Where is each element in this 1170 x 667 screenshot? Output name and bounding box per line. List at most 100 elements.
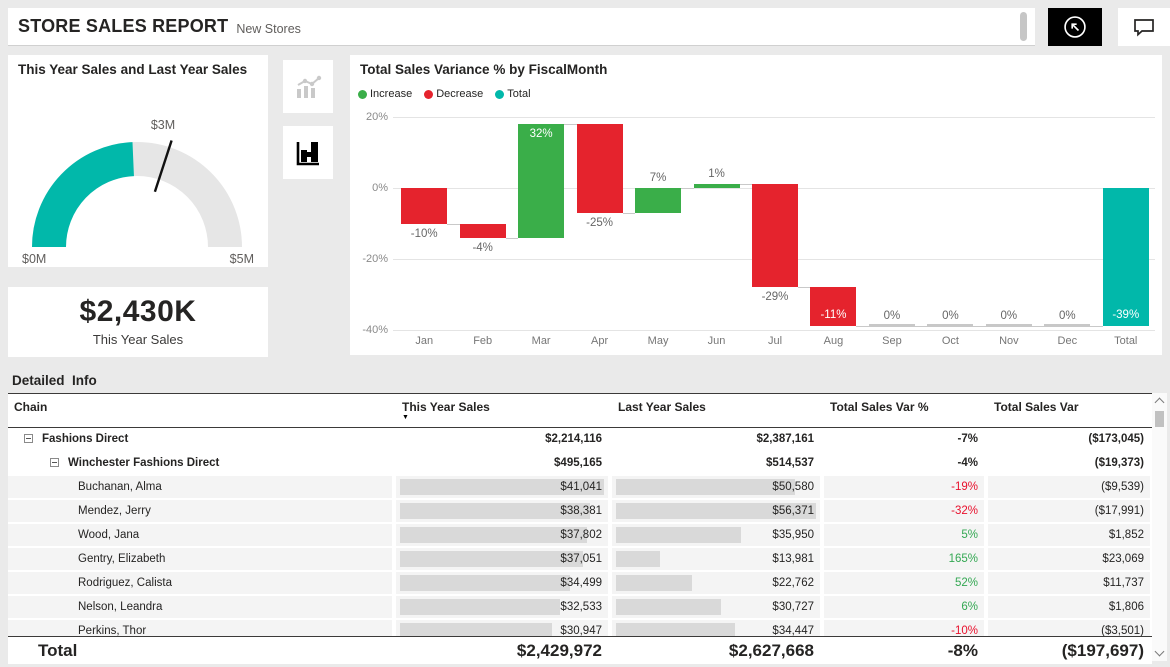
waterfall-data-label: 0% bbox=[883, 310, 901, 323]
x-axis-tick: Feb bbox=[473, 335, 493, 347]
row-name: Nelson, Leandra bbox=[78, 601, 163, 613]
cell-value: $34,499 bbox=[560, 577, 602, 589]
x-axis-tick: Oct bbox=[941, 335, 959, 347]
column-header-this-year-sales[interactable]: This Year Sales ▼ bbox=[396, 394, 608, 427]
toggle-combo-chart[interactable] bbox=[283, 60, 333, 113]
scrollbar-thumb[interactable] bbox=[1155, 411, 1164, 427]
waterfall-plot: 20% 0% -20% -40% Jan Feb Mar Apr May Jun Jul Aug Sep… bbox=[350, 55, 1162, 355]
data-bar bbox=[400, 527, 588, 543]
column-header-chain[interactable]: Chain bbox=[8, 394, 392, 427]
table-row[interactable]: Buchanan, Alma $41,041 $50,580 -19% ($9,539) bbox=[8, 476, 1152, 498]
waterfall-bar-Sep[interactable] bbox=[868, 324, 915, 328]
legend-item-increase[interactable]: Increase bbox=[358, 88, 412, 100]
table-row[interactable]: Rodriguez, Calista $34,499 $22,762 52% $11,7… bbox=[8, 572, 1152, 594]
column-header-last-year-sales[interactable]: Last Year Sales bbox=[612, 394, 820, 427]
row-name: Mendez, Jerry bbox=[78, 505, 151, 517]
total-sales-var-pct: -8% bbox=[824, 637, 984, 664]
cell-this-year-sales: $37,802 bbox=[396, 524, 608, 546]
cell-value: ($173,045) bbox=[1088, 433, 1144, 445]
y-axis-tick: 0% bbox=[372, 182, 388, 194]
waterfall-bar-Jul[interactable] bbox=[752, 184, 798, 288]
data-bar bbox=[616, 503, 816, 519]
data-bar bbox=[400, 575, 571, 591]
legend-label: Decrease bbox=[436, 88, 484, 100]
data-bar bbox=[616, 623, 736, 636]
cell-last-year-sales: $13,981 bbox=[612, 548, 820, 570]
waterfall-connector bbox=[798, 287, 811, 289]
scroll-down-icon[interactable] bbox=[1154, 646, 1165, 657]
y-axis-tick: -40% bbox=[362, 324, 388, 336]
table-row[interactable]: Nelson, Leandra $32,533 $30,727 6% $1,806 bbox=[8, 596, 1152, 618]
table-header-row: Chain This Year Sales ▼ Last Year Sales Tota… bbox=[8, 394, 1152, 427]
cell-total-sales-var: ($17,991) bbox=[988, 500, 1150, 522]
x-axis-tick: Dec bbox=[1057, 335, 1078, 347]
cell-value: -32% bbox=[951, 505, 978, 517]
waterfall-title: Total Sales Variance % by FiscalMonth bbox=[360, 62, 608, 77]
table-row[interactable]: Fashions Direct $2,214,116 $2,387,161 -7% ($… bbox=[8, 428, 1152, 450]
toggle-waterfall-chart[interactable] bbox=[283, 126, 333, 179]
waterfall-bar-Feb[interactable] bbox=[459, 223, 506, 238]
cell-value: 5% bbox=[961, 529, 978, 541]
waterfall-bar-Aug[interactable] bbox=[810, 287, 857, 327]
cell-chain: Winchester Fashions Direct bbox=[8, 452, 392, 474]
back-button[interactable] bbox=[1048, 8, 1102, 46]
waterfall-bar-Jun[interactable] bbox=[693, 184, 740, 188]
cell-this-year-sales: $41,041 bbox=[396, 476, 608, 498]
cell-last-year-sales: $56,371 bbox=[612, 500, 820, 522]
cell-total-sales-var-pct: 165% bbox=[824, 548, 984, 570]
cell-chain: Nelson, Leandra bbox=[8, 596, 392, 618]
gauge-title: This Year Sales and Last Year Sales bbox=[18, 62, 248, 77]
cell-value: $22,762 bbox=[772, 577, 814, 589]
comment-button[interactable] bbox=[1118, 8, 1170, 46]
table-row[interactable]: Wood, Jana $37,802 $35,950 5% $1,852 bbox=[8, 524, 1152, 546]
cell-this-year-sales: $38,381 bbox=[396, 500, 608, 522]
waterfall-bar-Mar[interactable] bbox=[518, 124, 565, 238]
table-row[interactable]: Gentry, Elizabeth $37,051 $13,981 165% $23,0… bbox=[8, 548, 1152, 570]
cell-total-sales-var: $23,069 bbox=[988, 548, 1150, 570]
collapse-icon[interactable] bbox=[50, 458, 59, 468]
cell-value: ($17,991) bbox=[1094, 505, 1144, 517]
header-scrollbar[interactable] bbox=[1020, 12, 1027, 41]
column-header-total-sales-var-[interactable]: Total Sales Var % bbox=[824, 394, 984, 427]
waterfall-connector bbox=[681, 188, 694, 189]
collapse-icon[interactable] bbox=[24, 434, 33, 444]
column-header-total-sales-var[interactable]: Total Sales Var bbox=[988, 394, 1150, 427]
gauge-visual: This Year Sales and Last Year Sales $0M … bbox=[8, 55, 268, 267]
row-name: Buchanan, Alma bbox=[78, 481, 162, 493]
waterfall-data-label: 0% bbox=[1058, 310, 1076, 323]
cell-total-sales-var-pct: -19% bbox=[824, 476, 984, 498]
cell-value: -4% bbox=[957, 457, 978, 469]
waterfall-bar-Nov[interactable] bbox=[985, 324, 1032, 328]
gauge-target-label: $3M bbox=[151, 118, 175, 132]
waterfall-data-label: -25% bbox=[586, 216, 614, 229]
gauge-fill-arc bbox=[32, 142, 242, 248]
legend-item-total[interactable]: Total bbox=[495, 88, 531, 100]
table-scrollbar[interactable] bbox=[1152, 393, 1167, 661]
table-row[interactable]: Perkins, Thor $30,947 $34,447 -10% ($3,501) bbox=[8, 620, 1152, 636]
cell-value: $32,533 bbox=[560, 601, 602, 613]
waterfall-bar-May[interactable] bbox=[635, 188, 682, 213]
scroll-up-icon[interactable] bbox=[1154, 397, 1165, 408]
table-row[interactable]: Winchester Fashions Direct $495,165 $514,5… bbox=[8, 452, 1152, 474]
legend-dot-icon bbox=[424, 89, 434, 99]
cell-this-year-sales: $32,533 bbox=[396, 596, 608, 618]
cell-total-sales-var: $11,737 bbox=[988, 572, 1150, 594]
waterfall-bar-Jan[interactable] bbox=[401, 188, 448, 224]
data-bar bbox=[400, 551, 584, 567]
legend-item-decrease[interactable]: Decrease bbox=[424, 88, 483, 100]
waterfall-bar-Apr[interactable] bbox=[576, 124, 623, 213]
legend-label: Total bbox=[507, 88, 531, 100]
waterfall-bar-Total[interactable] bbox=[1102, 188, 1149, 327]
cell-total-sales-var: ($19,373) bbox=[988, 452, 1150, 474]
table-row[interactable]: Mendez, Jerry $38,381 $56,371 -32% ($17,991) bbox=[8, 500, 1152, 522]
cell-total-sales-var-pct: -7% bbox=[824, 428, 984, 450]
cell-this-year-sales: $34,499 bbox=[396, 572, 608, 594]
waterfall-bar-Dec[interactable] bbox=[1044, 324, 1091, 328]
row-name: Fashions Direct bbox=[42, 433, 129, 445]
data-bar bbox=[400, 479, 604, 495]
x-axis-tick: Jul bbox=[767, 335, 783, 347]
cell-total-sales-var: $1,806 bbox=[988, 596, 1150, 618]
waterfall-bar-Oct[interactable] bbox=[927, 324, 974, 328]
sort-descending-icon: ▼ bbox=[402, 414, 409, 421]
waterfall-data-label: 1% bbox=[708, 168, 725, 181]
